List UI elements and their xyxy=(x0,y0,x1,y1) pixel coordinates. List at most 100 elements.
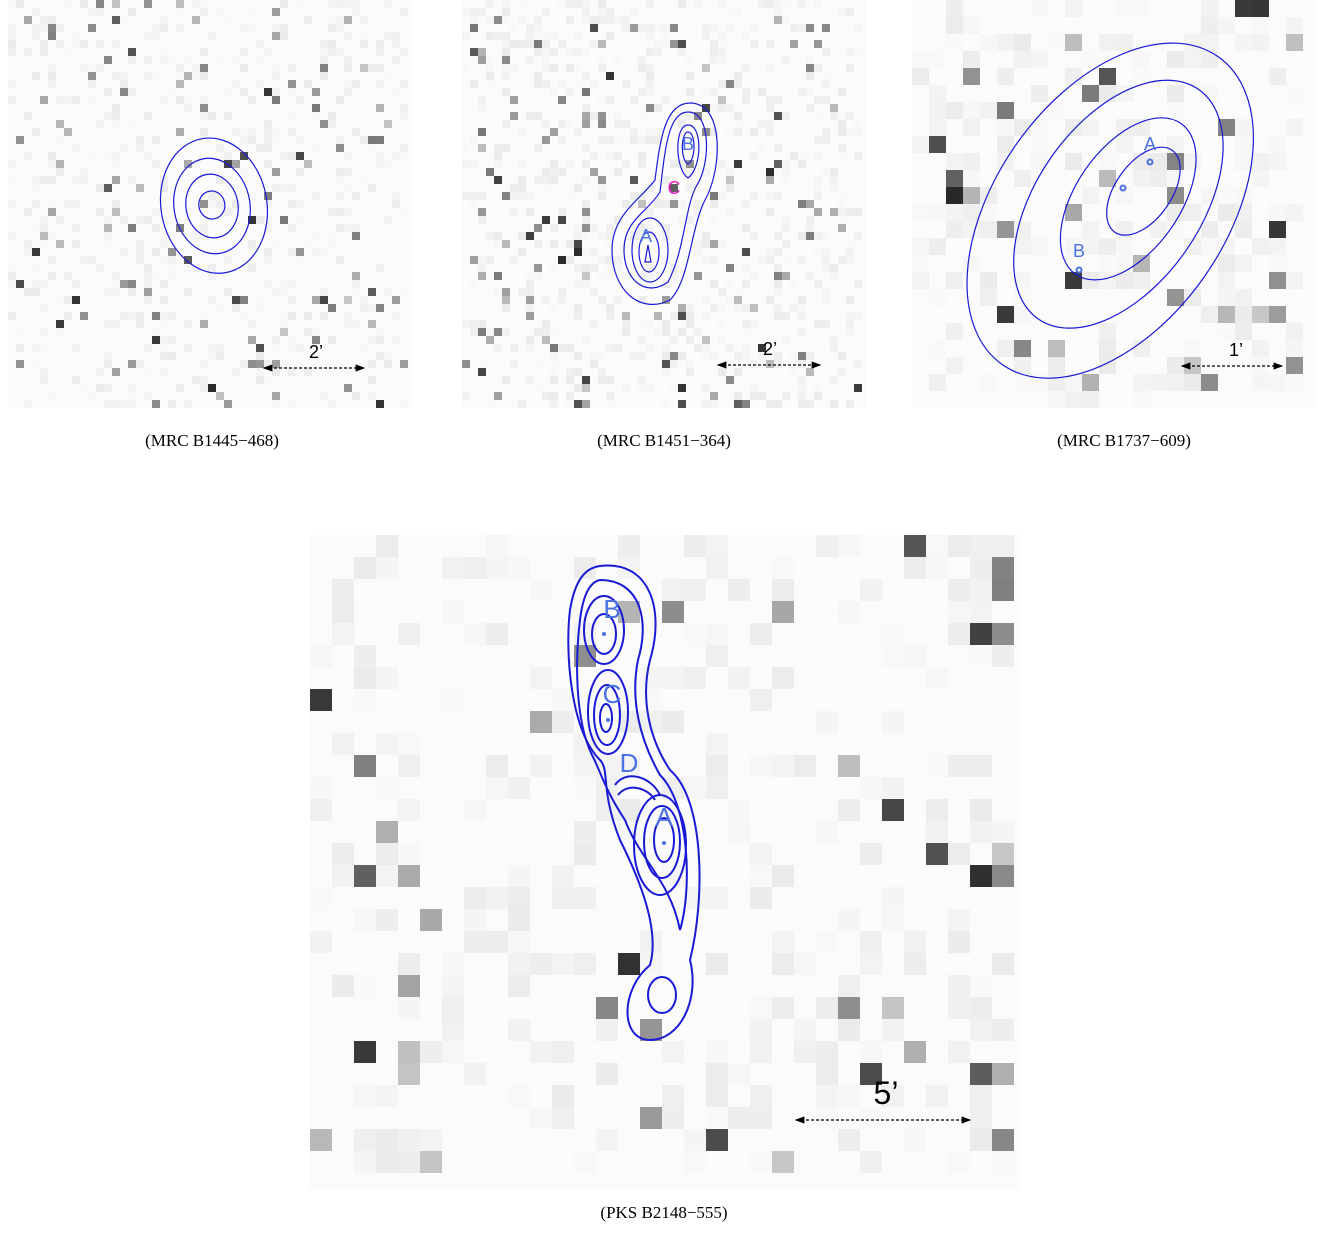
pixel xyxy=(742,320,750,328)
pixel xyxy=(112,0,120,8)
pixel xyxy=(152,72,160,80)
pixel xyxy=(798,360,806,368)
pixel xyxy=(534,272,542,280)
pixel xyxy=(1014,170,1031,187)
pixel xyxy=(494,288,502,296)
pixel xyxy=(798,160,806,168)
pixel xyxy=(1184,51,1201,68)
pixel xyxy=(1167,136,1184,153)
pixel xyxy=(1201,221,1218,238)
pixel xyxy=(574,240,582,248)
pixel xyxy=(882,645,904,667)
pixel xyxy=(614,256,622,264)
pixel xyxy=(948,975,970,997)
pixel xyxy=(336,0,344,8)
pixel xyxy=(376,80,384,88)
pixel xyxy=(1133,255,1150,272)
pixel xyxy=(486,0,494,8)
pixel xyxy=(726,128,734,136)
pixel xyxy=(838,312,846,320)
pixel xyxy=(678,328,686,336)
pixel xyxy=(590,24,598,32)
pixel xyxy=(288,400,296,408)
pixel xyxy=(646,128,654,136)
pixel xyxy=(344,0,352,8)
pixel xyxy=(970,579,992,601)
pixel xyxy=(929,289,946,306)
pixel xyxy=(272,184,280,192)
pixel xyxy=(48,32,56,40)
pixel xyxy=(574,953,596,975)
pixel xyxy=(332,975,354,997)
pixel xyxy=(296,200,304,208)
pixel xyxy=(558,136,566,144)
pixel xyxy=(1150,221,1167,238)
pixel xyxy=(598,232,606,240)
pixel xyxy=(112,112,120,120)
pixel xyxy=(606,376,614,384)
pixel xyxy=(48,160,56,168)
pixel xyxy=(518,40,526,48)
pixel xyxy=(128,88,136,96)
pixel xyxy=(640,1019,662,1041)
pixel xyxy=(574,64,582,72)
pixel xyxy=(462,8,470,16)
pixel xyxy=(816,535,838,557)
pixel xyxy=(510,24,518,32)
pixel xyxy=(376,777,398,799)
pixel xyxy=(534,176,542,184)
pixel xyxy=(582,376,590,384)
pixel xyxy=(596,1063,618,1085)
pixel xyxy=(590,320,598,328)
pixel xyxy=(112,152,120,160)
pixel xyxy=(486,535,508,557)
pixel xyxy=(929,374,946,391)
pixel xyxy=(398,755,420,777)
pixel xyxy=(1184,34,1201,51)
pixel xyxy=(200,224,208,232)
pixel xyxy=(550,360,558,368)
pixel xyxy=(718,288,726,296)
pixel xyxy=(970,799,992,821)
pixel xyxy=(1133,391,1150,408)
pixel xyxy=(328,240,336,248)
pixel xyxy=(772,579,794,601)
pixel xyxy=(782,16,790,24)
pixel xyxy=(272,368,280,376)
caption: (MRC B1445−468) xyxy=(145,431,279,450)
pixel xyxy=(296,96,304,104)
pixel xyxy=(758,120,766,128)
pixel xyxy=(288,296,296,304)
pixel xyxy=(264,120,272,128)
pixel xyxy=(590,112,598,120)
pixel xyxy=(948,601,970,623)
pixel xyxy=(774,312,782,320)
pixel xyxy=(264,128,272,136)
pixel xyxy=(1269,272,1286,289)
pixel xyxy=(200,72,208,80)
pixel xyxy=(662,320,670,328)
pixel xyxy=(530,1041,552,1063)
pixel xyxy=(766,64,774,72)
pixel xyxy=(582,400,590,408)
pixel xyxy=(264,160,272,168)
pixel xyxy=(742,328,750,336)
pixel xyxy=(208,352,216,360)
pixel xyxy=(56,24,64,32)
pixel xyxy=(304,80,312,88)
pixel xyxy=(144,392,152,400)
pixel xyxy=(550,352,558,360)
pixel xyxy=(1014,238,1031,255)
pixel xyxy=(566,344,574,352)
pixel xyxy=(256,344,264,352)
pixel xyxy=(980,34,997,51)
pixel xyxy=(420,1041,442,1063)
pixel xyxy=(24,288,32,296)
pixel xyxy=(200,0,208,8)
pixel xyxy=(912,51,929,68)
pixel xyxy=(963,119,980,136)
pixel xyxy=(558,288,566,296)
pixel xyxy=(750,1151,772,1173)
pixel xyxy=(806,232,814,240)
pixel xyxy=(32,32,40,40)
